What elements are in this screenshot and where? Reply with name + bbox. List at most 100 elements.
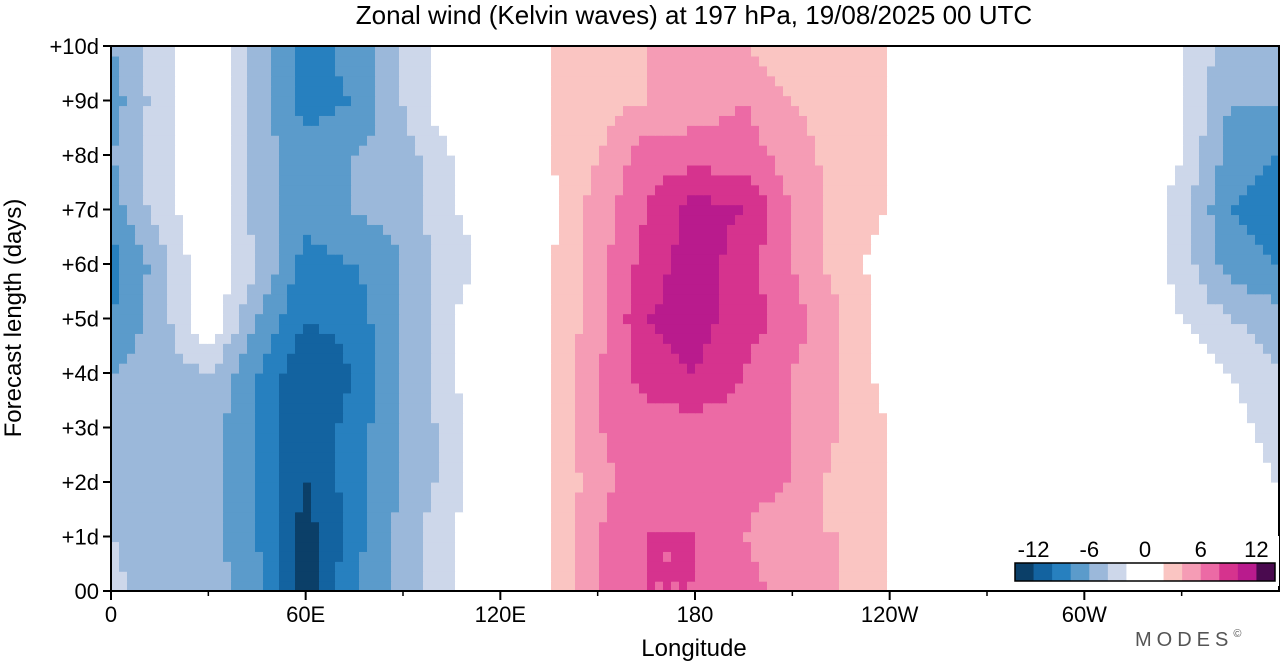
heatmap-cell <box>111 402 120 414</box>
heatmap-cell <box>1271 462 1279 473</box>
heatmap-cell <box>695 353 704 364</box>
heatmap-cell <box>175 501 184 513</box>
heatmap-cell <box>471 561 480 572</box>
heatmap-cell <box>247 472 256 483</box>
heatmap-cell <box>367 462 376 473</box>
heatmap-cell <box>1191 511 1200 523</box>
heatmap-cell <box>263 264 272 275</box>
heatmap-cell <box>151 382 160 394</box>
heatmap-cell <box>831 392 840 404</box>
heatmap-cell <box>423 501 432 513</box>
heatmap-cell <box>231 273 240 285</box>
heatmap-cell <box>1055 442 1064 453</box>
heatmap-cell <box>1023 412 1032 424</box>
heatmap-cell <box>815 482 824 493</box>
heatmap-cell <box>767 551 776 562</box>
heatmap-cell <box>935 511 944 523</box>
heatmap-cell <box>815 551 824 562</box>
heatmap-cell <box>495 273 504 285</box>
heatmap-cell <box>607 422 616 434</box>
heatmap-cell <box>1103 491 1112 503</box>
heatmap-cell <box>423 571 432 582</box>
heatmap-cell <box>607 442 616 453</box>
heatmap-cell <box>431 313 440 325</box>
heatmap-cell <box>127 264 136 275</box>
heatmap-cell <box>1071 521 1080 533</box>
heatmap-cell <box>895 581 904 591</box>
heatmap-cell <box>1111 313 1120 325</box>
heatmap-cell <box>223 432 232 443</box>
heatmap-cell <box>959 511 968 523</box>
heatmap-cell <box>1191 353 1200 364</box>
heatmap-cell <box>207 571 216 582</box>
heatmap-cell <box>407 293 416 305</box>
heatmap-cell <box>1087 511 1096 523</box>
heatmap-cell <box>967 323 976 334</box>
heatmap-cell <box>751 283 760 295</box>
heatmap-cell <box>815 412 824 424</box>
heatmap-cell <box>1231 303 1240 315</box>
heatmap-cell <box>951 283 960 295</box>
heatmap-cell <box>255 392 264 404</box>
heatmap-cell <box>399 323 408 334</box>
heatmap-cell <box>1159 521 1168 533</box>
heatmap-cell <box>735 551 744 562</box>
heatmap-cell <box>1167 392 1176 404</box>
heatmap-cell <box>743 571 752 582</box>
heatmap-cell <box>159 402 168 414</box>
heatmap-cell <box>879 303 888 315</box>
heatmap-cell <box>1183 264 1192 275</box>
heatmap-cell <box>1247 363 1256 374</box>
heatmap-cell <box>207 373 216 384</box>
heatmap-cell <box>1191 293 1200 305</box>
heatmap-cell <box>287 333 296 344</box>
heatmap-cell <box>495 442 504 453</box>
heatmap-cell <box>1263 392 1272 404</box>
heatmap-cell <box>975 482 984 493</box>
heatmap-cell <box>559 571 568 582</box>
heatmap-cell <box>695 333 704 344</box>
heatmap-cell <box>439 373 448 384</box>
heatmap-cell <box>1103 482 1112 493</box>
heatmap-cell <box>1239 392 1248 404</box>
heatmap-cell <box>535 313 544 325</box>
heatmap-cell <box>239 244 248 255</box>
heatmap-cell <box>319 452 328 463</box>
heatmap-cell <box>447 313 456 325</box>
heatmap-cell <box>327 482 336 493</box>
heatmap-cell <box>167 531 176 543</box>
heatmap-cell <box>983 343 992 354</box>
heatmap-cell <box>279 353 288 364</box>
heatmap-cell <box>487 343 496 354</box>
heatmap-cell <box>1167 581 1176 591</box>
heatmap-cell <box>391 531 400 543</box>
heatmap-cell <box>743 472 752 483</box>
heatmap-cell <box>1167 452 1176 463</box>
heatmap-cell <box>895 353 904 364</box>
heatmap-cell <box>295 333 304 344</box>
heatmap-cell <box>343 313 352 325</box>
heatmap-cell <box>991 283 1000 295</box>
heatmap-cell <box>1087 462 1096 473</box>
heatmap-cell <box>559 452 568 463</box>
heatmap-cell <box>431 491 440 503</box>
heatmap-cell <box>415 254 424 265</box>
heatmap-cell <box>287 264 296 275</box>
heatmap-cell <box>895 303 904 315</box>
heatmap-cell <box>1255 293 1264 305</box>
heatmap-cell <box>967 333 976 344</box>
heatmap-cell <box>1207 353 1216 364</box>
heatmap-cell <box>311 313 320 325</box>
heatmap-cell <box>1215 392 1224 404</box>
heatmap-cell <box>607 392 616 404</box>
heatmap-cell <box>1095 422 1104 434</box>
heatmap-cell <box>199 363 208 374</box>
heatmap-cell <box>863 571 872 582</box>
heatmap-cell <box>887 551 896 562</box>
heatmap-cell <box>1055 422 1064 434</box>
heatmap-cell <box>1055 313 1064 325</box>
heatmap-cell <box>543 382 552 394</box>
heatmap-cell <box>287 323 296 334</box>
heatmap-cell <box>663 293 672 305</box>
heatmap-cell <box>407 511 416 523</box>
